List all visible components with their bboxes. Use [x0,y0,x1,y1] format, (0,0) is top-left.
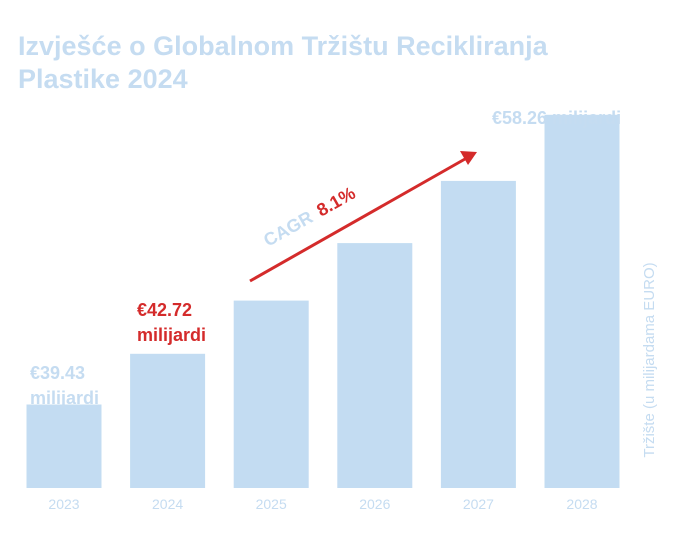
cagr-text: CAGR8.1% [260,183,359,251]
bar-2027 [440,180,516,488]
bars-group [26,114,620,489]
cagr-arrow-line [249,157,466,283]
x-tick-2026: 2026 [359,496,390,512]
data-label-2028-value: €58.26 milijardi [492,108,621,128]
chart-title: Izvješće o Globalnom Tržištu Recikliranj… [18,31,549,94]
x-tick-2023: 2023 [48,496,79,512]
data-label-2024-value: €42.72 [137,300,192,320]
x-tick-2027: 2027 [463,496,494,512]
x-tick-2028: 2028 [566,496,597,512]
x-tick-2025: 2025 [256,496,287,512]
cagr-text-line: CAGR8.1% [260,183,359,251]
cagr-arrow-head [460,151,477,165]
x-tick-2024: 2024 [152,496,183,512]
bar-2023 [26,404,102,488]
data-label-2028: €58.26 milijardi [492,108,621,128]
data-label-2023-value: €39.43 [30,363,85,383]
cagr-label: CAGR [260,207,316,251]
x-axis-ticks: 2023 2024 2025 2026 2027 2028 [48,496,597,512]
data-label-2023-unit: milijardi [30,388,99,408]
data-label-2023: €39.43 milijardi [30,363,99,408]
chart-title-line-2: Plastike 2024 [18,64,188,94]
y-axis-label: Tržište (u milijardama EURO) [641,262,658,457]
data-label-2024: €42.72 milijardi [137,300,206,345]
cagr-value: 8.1% [313,183,359,221]
bar-2026 [337,243,413,488]
bar-2024 [130,353,206,488]
chart-title-line-1: Izvješće o Globalnom Tržištu Recikliranj… [18,31,549,61]
bar-2028 [544,114,620,489]
bar-2025 [233,300,309,488]
data-label-2024-unit: milijardi [137,325,206,345]
